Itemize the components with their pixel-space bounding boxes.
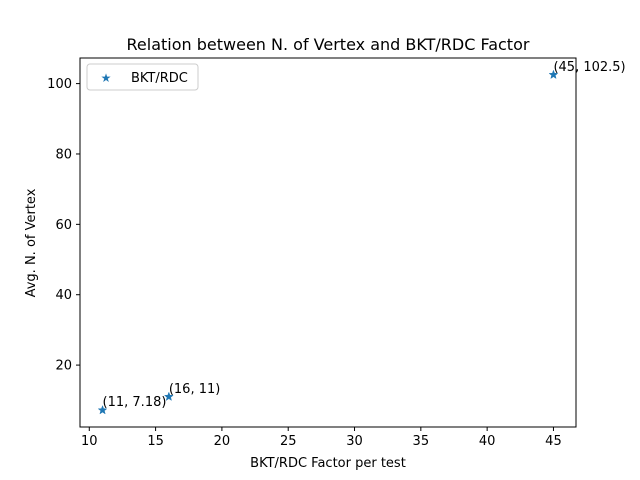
x-tick-label: 40 <box>479 434 496 449</box>
legend-label: BKT/RDC <box>131 71 188 86</box>
y-tick-label: 40 <box>55 288 72 303</box>
chart-title: Relation between N. of Vertex and BKT/RD… <box>127 35 530 54</box>
data-point-star-icon <box>97 404 108 415</box>
data-point-star-icon <box>548 69 559 80</box>
data-point-label: (45, 102.5) <box>553 60 625 75</box>
legend-marker-star-icon: ★ <box>101 71 112 85</box>
plot-frame <box>79 57 577 428</box>
x-tick-label: 35 <box>413 434 430 449</box>
x-tick-label: 45 <box>545 434 562 449</box>
y-tick-label: 20 <box>55 359 72 374</box>
x-tick-label: 25 <box>280 434 297 449</box>
x-tick-label: 15 <box>147 434 164 449</box>
y-tick-label: 60 <box>55 218 72 233</box>
y-tick-label: 100 <box>47 77 72 92</box>
data-point-label: (16, 11) <box>169 382 221 397</box>
x-tick-label: 30 <box>346 434 363 449</box>
x-axis-label: BKT/RDC Factor per test <box>250 456 406 471</box>
legend-frame <box>86 63 199 91</box>
plot-area: 10 15 20 25 30 35 40 45 20 40 60 80 100 (11, 7.18)(16… <box>47 57 626 449</box>
y-axis-label: Avg. N. of Vertex <box>24 188 39 297</box>
y-tick-label: 80 <box>55 147 72 162</box>
data-point-label: (11, 7.18) <box>103 395 167 410</box>
x-tick-label: 20 <box>214 434 231 449</box>
legend: ★ BKT/RDC <box>86 63 199 91</box>
x-tick-label: 10 <box>81 434 98 449</box>
data-point-star-icon <box>163 391 174 401</box>
